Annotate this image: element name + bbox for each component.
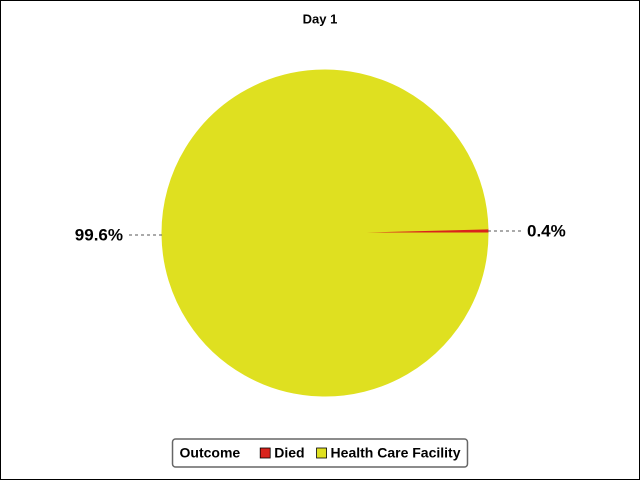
chart-title: Day 1 (303, 11, 338, 26)
data-label: 0.4% (527, 221, 566, 240)
legend-title: Outcome (180, 445, 241, 461)
legend-label: Health Care Facility (331, 445, 461, 461)
legend-label: Died (274, 445, 304, 461)
pie-slice (161, 69, 489, 397)
legend-swatch (316, 447, 327, 459)
legend-swatch (259, 447, 271, 459)
data-label: 99.6% (75, 226, 123, 245)
